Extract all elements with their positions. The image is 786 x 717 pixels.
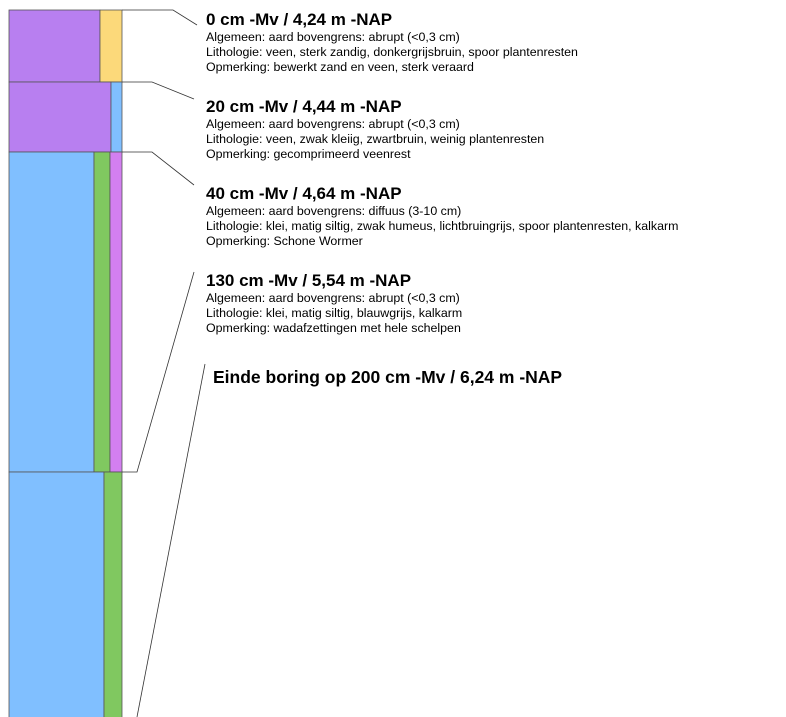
leader-line-end (136, 363, 206, 717)
column-layer-40 (8, 151, 123, 473)
layer-depth-title: 40 cm -Mv / 4,64 m -NAP (206, 184, 402, 203)
layer-description-40: 40 cm -Mv / 4,64 m -NAP Algemeen: aard b… (206, 184, 678, 249)
column-layer-0 (8, 9, 123, 83)
layer-depth-title: 0 cm -Mv / 4,24 m -NAP (206, 10, 393, 29)
silt-admixture-bar (93, 151, 111, 473)
end-of-boring-label: Einde boring op 200 cm -Mv / 6,24 m -NAP (213, 367, 563, 387)
layer-lithologie-text: Lithologie: klei, matig siltig, zwak hum… (206, 219, 679, 233)
layer-opmerking-text: Opmerking: wadafzettingen met hele schel… (206, 321, 461, 335)
humus-admixture-bar (109, 151, 123, 473)
layer-lithologie-text: Lithologie: klei, matig siltig, blauwgri… (206, 306, 463, 320)
leader-line-layer-20 (122, 81, 195, 100)
clay-admixture-bar (110, 81, 123, 153)
column-layer-20 (8, 81, 123, 153)
layer-algemeen-text: Algemeen: aard bovengrens: abrupt (<0,3 … (206, 117, 460, 131)
main-lithology-bar (8, 151, 95, 473)
layer-algemeen-text: Algemeen: aard bovengrens: diffuus (3-10… (206, 204, 462, 218)
layer-algemeen-text: Algemeen: aard bovengrens: abrupt (<0,3 … (206, 291, 460, 305)
leader-lines (122, 9, 206, 717)
layer-depth-title: 20 cm -Mv / 4,44 m -NAP (206, 97, 402, 116)
leader-line-layer-0 (122, 9, 198, 26)
layer-lithologie-text: Lithologie: veen, sterk zandig, donkergr… (206, 45, 578, 59)
leader-line-layer-130 (122, 271, 195, 473)
leader-line-layer-40 (122, 151, 195, 186)
silt-admixture-bar (103, 471, 123, 717)
layer-description-20: 20 cm -Mv / 4,44 m -NAP Algemeen: aard b… (206, 97, 544, 162)
layer-algemeen-text: Algemeen: aard bovengrens: abrupt (<0,3 … (206, 30, 460, 44)
layer-lithologie-text: Lithologie: veen, zwak kleiig, zwartbrui… (206, 132, 545, 146)
main-lithology-bar (8, 9, 101, 83)
main-lithology-bar (8, 471, 105, 717)
layer-opmerking-text: Opmerking: gecomprimeerd veenrest (206, 147, 411, 161)
layer-opmerking-text: Opmerking: bewerkt zand en veen, sterk v… (206, 60, 474, 74)
layer-depth-title: 130 cm -Mv / 5,54 m -NAP (206, 271, 412, 290)
layer-opmerking-text: Opmerking: Schone Wormer (206, 234, 363, 248)
column-layer-130 (8, 471, 123, 717)
layer-description-0: 0 cm -Mv / 4,24 m -NAP Algemeen: aard bo… (206, 10, 578, 75)
layer-description-130: 130 cm -Mv / 5,54 m -NAP Algemeen: aard … (206, 271, 462, 336)
main-lithology-bar (8, 81, 112, 153)
sand-admixture-bar (99, 9, 123, 83)
